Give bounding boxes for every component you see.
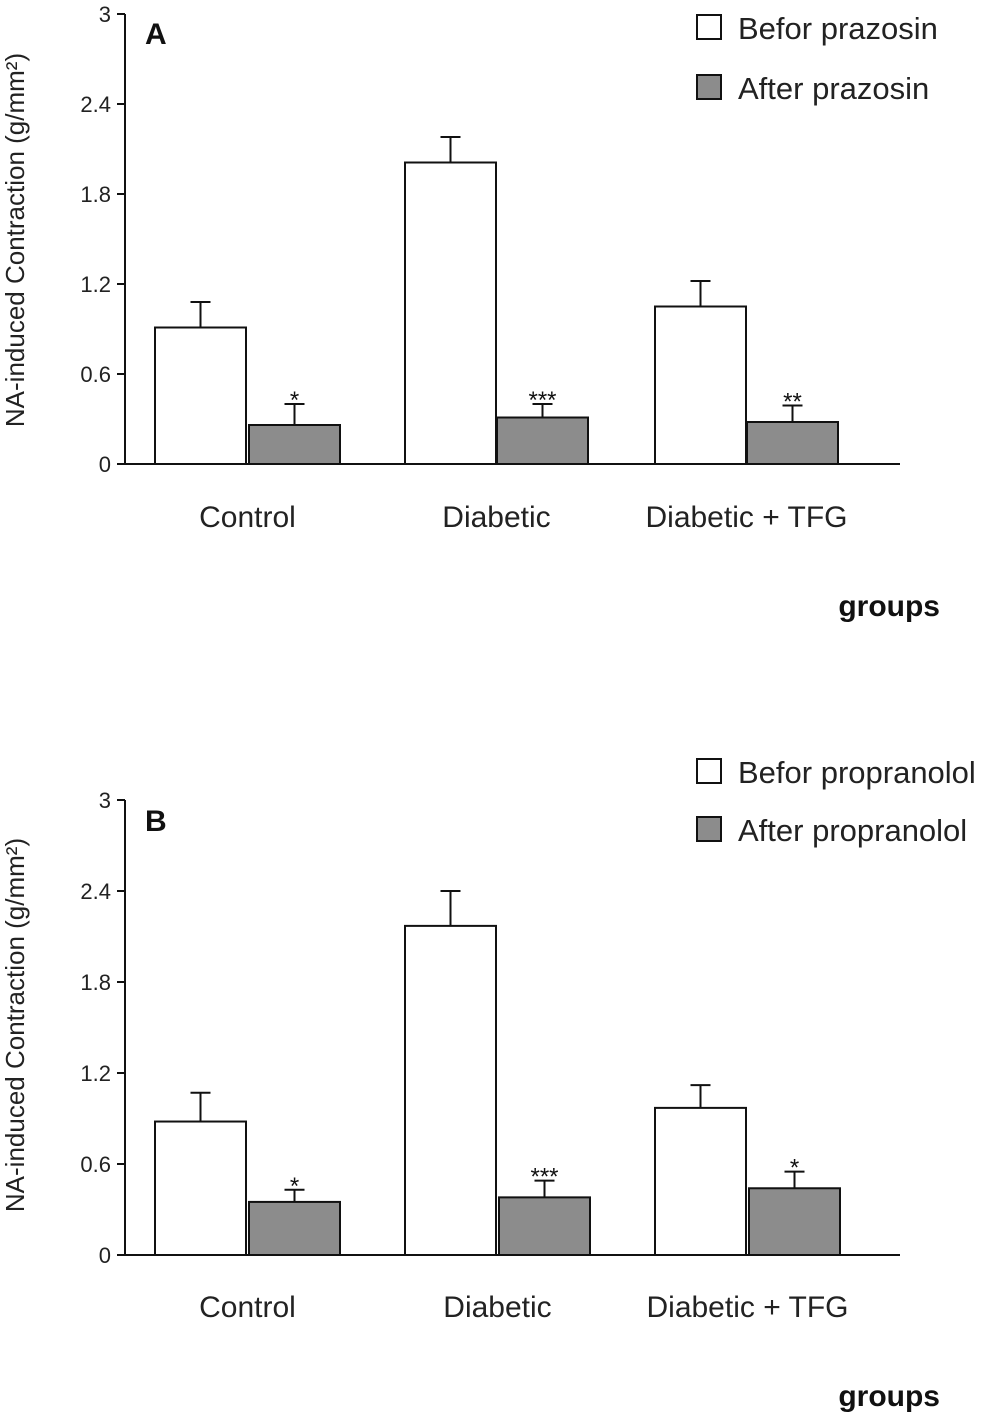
panel-label-a: A (145, 18, 167, 51)
x-axis-label-b: groups (838, 1380, 940, 1413)
bar-befor-propranolol-diabetic-tfg (654, 1106, 747, 1256)
category-label-control: Control (199, 1291, 296, 1324)
chart-panel-a: 0 0.6 1.2 1.8 2.4 3 Control Diabetic Diabetic + … (0, 2, 940, 623)
category-label-diabetic-tfg: Diabetic + TFG (646, 1291, 848, 1324)
category-label-diabetic: Diabetic (443, 1291, 551, 1324)
legend-swatch-after-prazosin (696, 74, 722, 100)
bar-after-propranolol-diabetic-tfg (748, 1187, 841, 1256)
legend-swatch-befor-propranolol (696, 758, 722, 784)
y-tick-label: 0 (99, 1243, 111, 1268)
y-tick-label: 3 (99, 2, 111, 27)
y-tick-label: 0.6 (80, 1152, 111, 1177)
bar-after-propranolol-control (248, 1200, 341, 1256)
bars-b: * *** * (154, 890, 841, 1257)
bar-befor-prazosin-diabetic (404, 161, 497, 465)
y-tick-label: 1.8 (80, 970, 111, 995)
y-tick-label: 1.8 (80, 182, 111, 207)
y-tick-label: 0 (99, 452, 111, 477)
bar-after-propranolol-diabetic (498, 1196, 591, 1257)
bar-befor-propranolol-diabetic (404, 924, 497, 1256)
significance-marker: *** (530, 1164, 558, 1191)
significance-marker: *** (528, 387, 556, 414)
bar-chart-a: 0 0.6 1.2 1.8 2.4 3 Control Diabetic Diabetic + … (0, 2, 940, 623)
significance-marker: * (790, 1155, 799, 1182)
legend-label-befor-propranolol: Befor propranolol (738, 755, 976, 790)
chart-panel-b: 0 0.6 1.2 1.8 2.4 3 Control Diabetic Diabetic + … (0, 707, 1000, 1414)
bars-a: * *** ** (154, 136, 839, 465)
y-tick-label: 2.4 (80, 879, 111, 904)
legend-swatch-befor-prazosin (696, 14, 722, 40)
legend-label-befor-prazosin: Befor prazosin (738, 11, 938, 46)
y-tick-label: 1.2 (80, 272, 111, 297)
x-axis-label-a: groups (838, 590, 940, 623)
legend-a: Befor prazosin After prazosin (696, 11, 938, 106)
legend-label-after-propranolol: After propranolol (738, 813, 967, 848)
panel-label-b: B (145, 805, 167, 838)
y-axis-label-b: NA-induced Contraction (g/mm²) (0, 838, 30, 1212)
bar-befor-prazosin-control (154, 326, 247, 465)
y-axis-label-a: NA-induced Contraction (g/mm²) (0, 53, 30, 427)
significance-marker: * (290, 387, 299, 414)
bar-befor-propranolol-control (154, 1120, 247, 1256)
axes-a: 0 0.6 1.2 1.8 2.4 3 Control Diabetic Diabetic + … (80, 2, 900, 534)
legend-b: Befor propranolol After propranolol (696, 755, 976, 848)
legend-label-after-prazosin: After prazosin (738, 71, 929, 106)
significance-marker: ** (783, 389, 802, 416)
bar-after-prazosin-control (248, 424, 341, 465)
category-label-diabetic: Diabetic (442, 501, 550, 534)
legend-swatch-after-propranolol (696, 816, 722, 842)
bar-chart-b: 0 0.6 1.2 1.8 2.4 3 Control Diabetic Diabetic + … (0, 755, 976, 1413)
significance-marker: * (290, 1173, 299, 1200)
y-tick-label: 0.6 (80, 362, 111, 387)
y-tick-label: 2.4 (80, 92, 111, 117)
y-tick-label: 1.2 (80, 1061, 111, 1086)
bar-befor-prazosin-diabetic-tfg (654, 305, 747, 465)
bar-after-prazosin-diabetic-tfg (746, 421, 839, 465)
y-tick-label: 3 (99, 788, 111, 813)
category-label-control: Control (199, 501, 296, 534)
category-label-diabetic-tfg: Diabetic + TFG (645, 501, 847, 534)
bar-after-prazosin-diabetic (496, 416, 589, 465)
